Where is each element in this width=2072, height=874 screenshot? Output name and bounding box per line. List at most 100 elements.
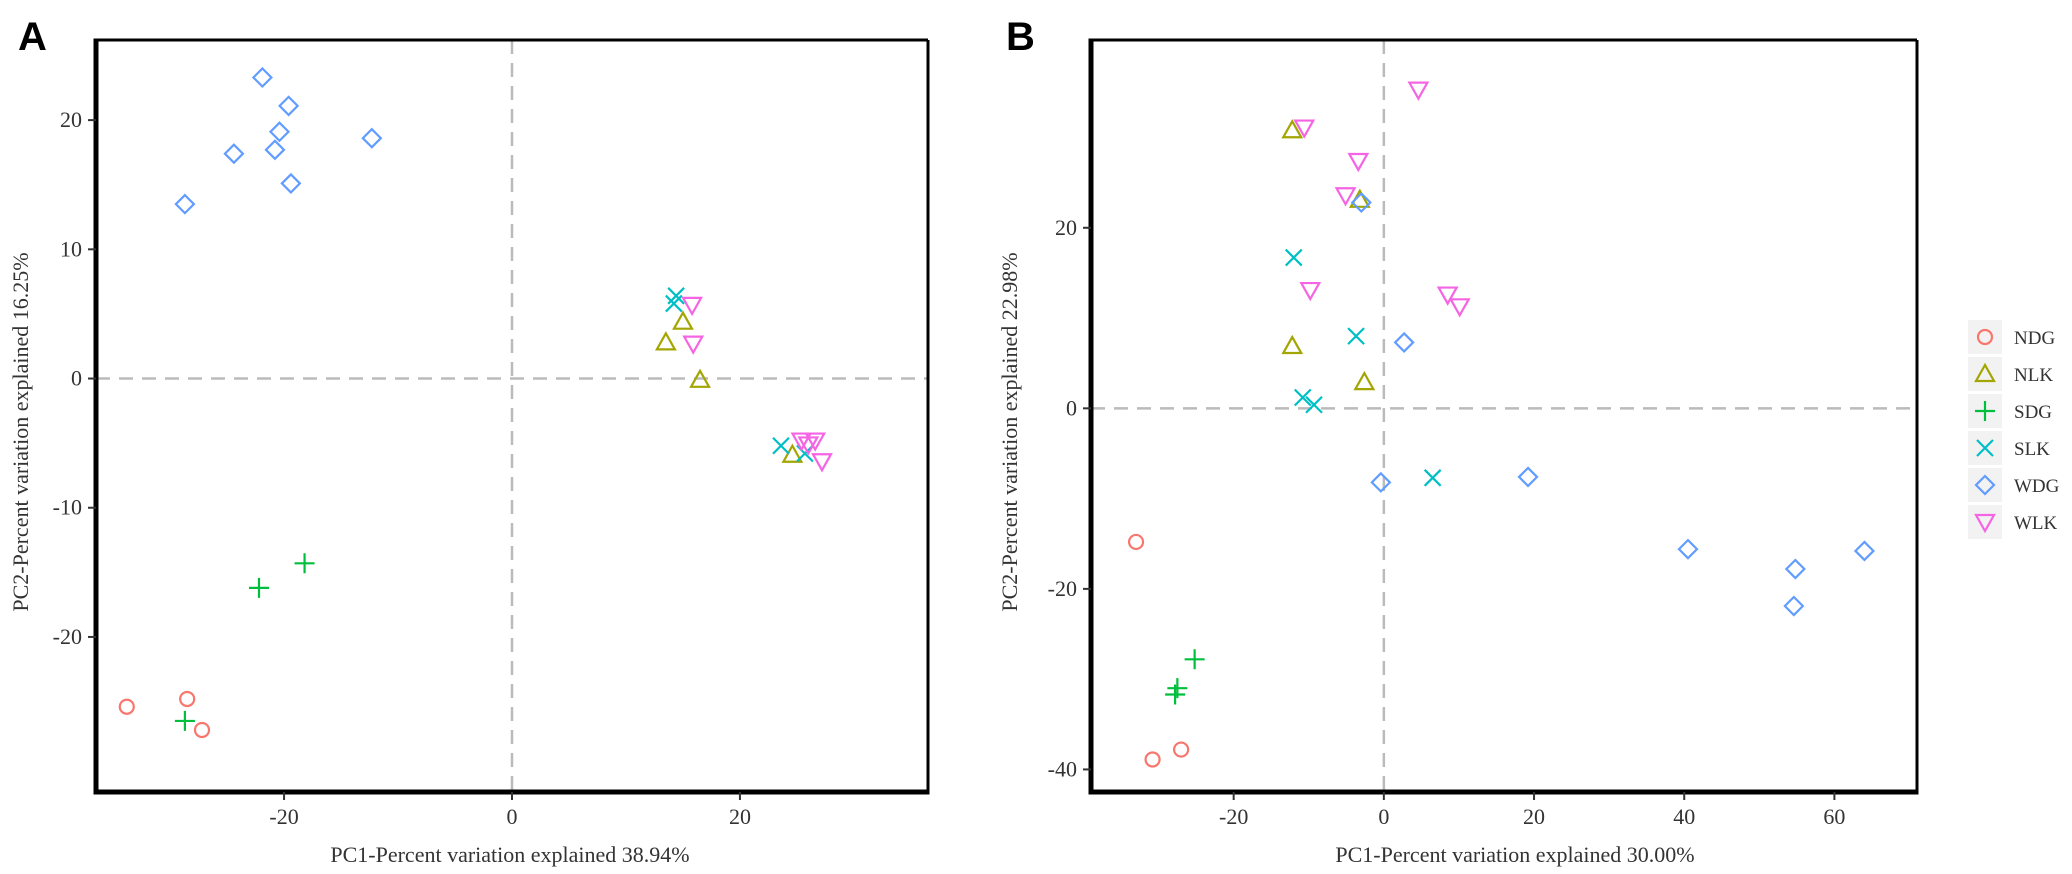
legend-label-wdg: WDG bbox=[2014, 476, 2060, 497]
panel-b-y-tick-label: 20 bbox=[1055, 215, 1077, 240]
panel-a-point-sdg-2 bbox=[248, 577, 269, 598]
panel-a-x-tick-label: 0 bbox=[507, 804, 518, 829]
panel-b-point-wlk-5 bbox=[1299, 281, 1322, 302]
panel-a-point-wdg-1 bbox=[251, 66, 273, 89]
panel-a-point-nlk-3 bbox=[689, 368, 711, 388]
panel-label-b: B bbox=[1006, 15, 1035, 59]
legend-label-slk: SLK bbox=[2014, 439, 2050, 460]
panel-b-x-tick-label: 60 bbox=[1823, 804, 1845, 829]
panel-a-x-axis: -20 0 20 bbox=[269, 792, 751, 829]
panel-a-point-wdg-3 bbox=[268, 121, 291, 143]
panel-b-y-tick-label: -40 bbox=[1048, 756, 1077, 781]
panel-b-point-ndg-3 bbox=[1173, 741, 1190, 758]
panel-b-point-wdg-3 bbox=[1370, 471, 1392, 493]
panel-b-point-wdg-5 bbox=[1677, 538, 1699, 560]
legend-symbol-wdg bbox=[1974, 474, 1996, 496]
panel-b-point-wdg-2 bbox=[1393, 331, 1415, 353]
panel-b-y-axis: -40 -20 0 20 bbox=[1048, 215, 1091, 781]
panel-a-point-ndg-2 bbox=[179, 690, 196, 708]
panel-b: B -20 0 20 40 60 -40 -20 0 20 PC1-Percent varia… bbox=[997, 15, 1919, 867]
panel-b-x-tick-label: 20 bbox=[1523, 804, 1545, 829]
legend-key-wdg bbox=[1968, 468, 2002, 502]
panel-a-point-wdg-7 bbox=[174, 193, 196, 215]
panel-b-point-nlk-4 bbox=[1353, 370, 1376, 391]
panel-b-point-sdg-3 bbox=[1165, 684, 1186, 705]
panel-a-point-wlk-5 bbox=[804, 432, 827, 452]
panel-a-point-ndg-3 bbox=[193, 721, 211, 739]
panel-a-point-wdg-4 bbox=[264, 139, 286, 161]
panel-b-point-slk-2 bbox=[1347, 327, 1365, 345]
legend-symbol-slk bbox=[1976, 439, 1994, 457]
panel-a-point-wlk-2 bbox=[682, 335, 705, 355]
legend-key-ndg bbox=[1968, 320, 2002, 354]
panel-a-y-tick-label: -10 bbox=[53, 495, 82, 520]
panel-a-point-wlk-3 bbox=[790, 432, 813, 452]
panel-b-point-wlk-1 bbox=[1407, 81, 1430, 101]
panel-a-point-wlk-1 bbox=[681, 296, 703, 317]
panel-b-y-tick-label: 0 bbox=[1066, 395, 1077, 420]
panel-b-point-wdg-6 bbox=[1784, 558, 1806, 580]
panel-a-point-wdg-5 bbox=[223, 143, 245, 165]
panel-a: A -20 0 20 -20 -10 0 10 20 PC1-Percent variati… bbox=[8, 15, 930, 867]
panel-b-point-slk-4 bbox=[1305, 395, 1323, 414]
legend-symbol-wlk bbox=[1974, 513, 1996, 534]
panel-a-point-nlk-2 bbox=[672, 310, 694, 330]
panel-a-point-wdg-8 bbox=[361, 127, 383, 149]
legend-label-ndg: NDG bbox=[2014, 328, 2055, 349]
panel-b-point-wdg-4 bbox=[1517, 466, 1539, 488]
panel-a-point-nlk-1 bbox=[654, 331, 677, 351]
panel-b-point-wlk-4 bbox=[1334, 187, 1357, 207]
panel-a-point-wdg-6 bbox=[280, 172, 302, 194]
panel-a-x-tick-label: -20 bbox=[269, 804, 298, 829]
panel-a-point-slk-2 bbox=[667, 287, 685, 305]
panel-a-y-axis-title: PC2-Percent variation explained 16.25% bbox=[8, 252, 33, 611]
legend-label-nlk: NLK bbox=[2014, 365, 2053, 386]
panel-b-point-ndg-1 bbox=[1127, 533, 1145, 551]
panel-a-y-tick-label: 10 bbox=[60, 236, 82, 261]
legend-symbol-sdg bbox=[1975, 401, 1995, 421]
legend-label-wlk: WLK bbox=[2014, 513, 2058, 534]
panel-b-x-axis: -20 0 20 40 60 bbox=[1219, 792, 1845, 829]
panel-b-point-ndg-2 bbox=[1144, 751, 1161, 768]
panel-b-point-wlk-2 bbox=[1293, 119, 1316, 139]
panel-b-y-axis-title: PC2-Percent variation explained 22.98% bbox=[997, 252, 1022, 611]
panel-a-point-wdg-2 bbox=[278, 95, 300, 117]
panel-b-point-wdg-7 bbox=[1783, 595, 1805, 617]
panel-b-point-sdg-1 bbox=[1184, 649, 1205, 670]
panel-b-y-tick-label: -20 bbox=[1048, 576, 1077, 601]
panel-a-point-wlk-6 bbox=[811, 453, 833, 473]
panel-a-y-tick-label: 20 bbox=[60, 107, 82, 132]
legend-label-sdg: SDG bbox=[2014, 402, 2052, 423]
panel-b-x-tick-label: -20 bbox=[1219, 804, 1248, 829]
panel-b-points bbox=[1127, 81, 1875, 768]
panel-a-point-slk-3 bbox=[772, 436, 790, 455]
panel-a-point-sdg-3 bbox=[174, 710, 195, 731]
legend-key-wlk bbox=[1968, 505, 2002, 539]
panel-a-y-axis: -20 -10 0 10 20 bbox=[53, 107, 96, 649]
panel-b-point-slk-5 bbox=[1423, 469, 1442, 487]
panel-a-points bbox=[118, 66, 833, 739]
panel-b-point-slk-1 bbox=[1284, 248, 1303, 267]
panel-b-point-wlk-7 bbox=[1448, 298, 1471, 318]
panel-a-y-tick-label: -20 bbox=[53, 624, 82, 649]
panel-b-plot-frame bbox=[1088, 38, 1919, 795]
legend: NDG NLK SDG SLK WDG WLK bbox=[1968, 320, 2060, 539]
panel-a-y-tick-label: 0 bbox=[71, 366, 82, 391]
panel-b-point-nlk-1 bbox=[1281, 119, 1304, 139]
panel-a-point-ndg-1 bbox=[118, 698, 135, 715]
panel-b-point-wdg-8 bbox=[1853, 540, 1875, 562]
panel-b-point-slk-3 bbox=[1293, 388, 1312, 407]
legend-symbol-ndg bbox=[1976, 328, 1994, 346]
panel-label-a: A bbox=[18, 15, 47, 59]
panel-b-x-tick-label: 0 bbox=[1378, 804, 1389, 829]
panel-b-point-wlk-6 bbox=[1436, 286, 1459, 306]
panel-b-point-nlk-3 bbox=[1281, 334, 1304, 355]
legend-key-nlk bbox=[1968, 357, 2002, 391]
panel-b-point-wdg-1 bbox=[1350, 191, 1372, 214]
panel-a-x-tick-label: 20 bbox=[729, 804, 751, 829]
panel-b-x-tick-label: 40 bbox=[1673, 804, 1695, 829]
panel-b-point-wlk-3 bbox=[1347, 152, 1370, 173]
panel-b-x-axis-title: PC1-Percent variation explained 30.00% bbox=[1335, 842, 1694, 867]
panel-a-x-axis-title: PC1-Percent variation explained 38.94% bbox=[330, 842, 689, 867]
